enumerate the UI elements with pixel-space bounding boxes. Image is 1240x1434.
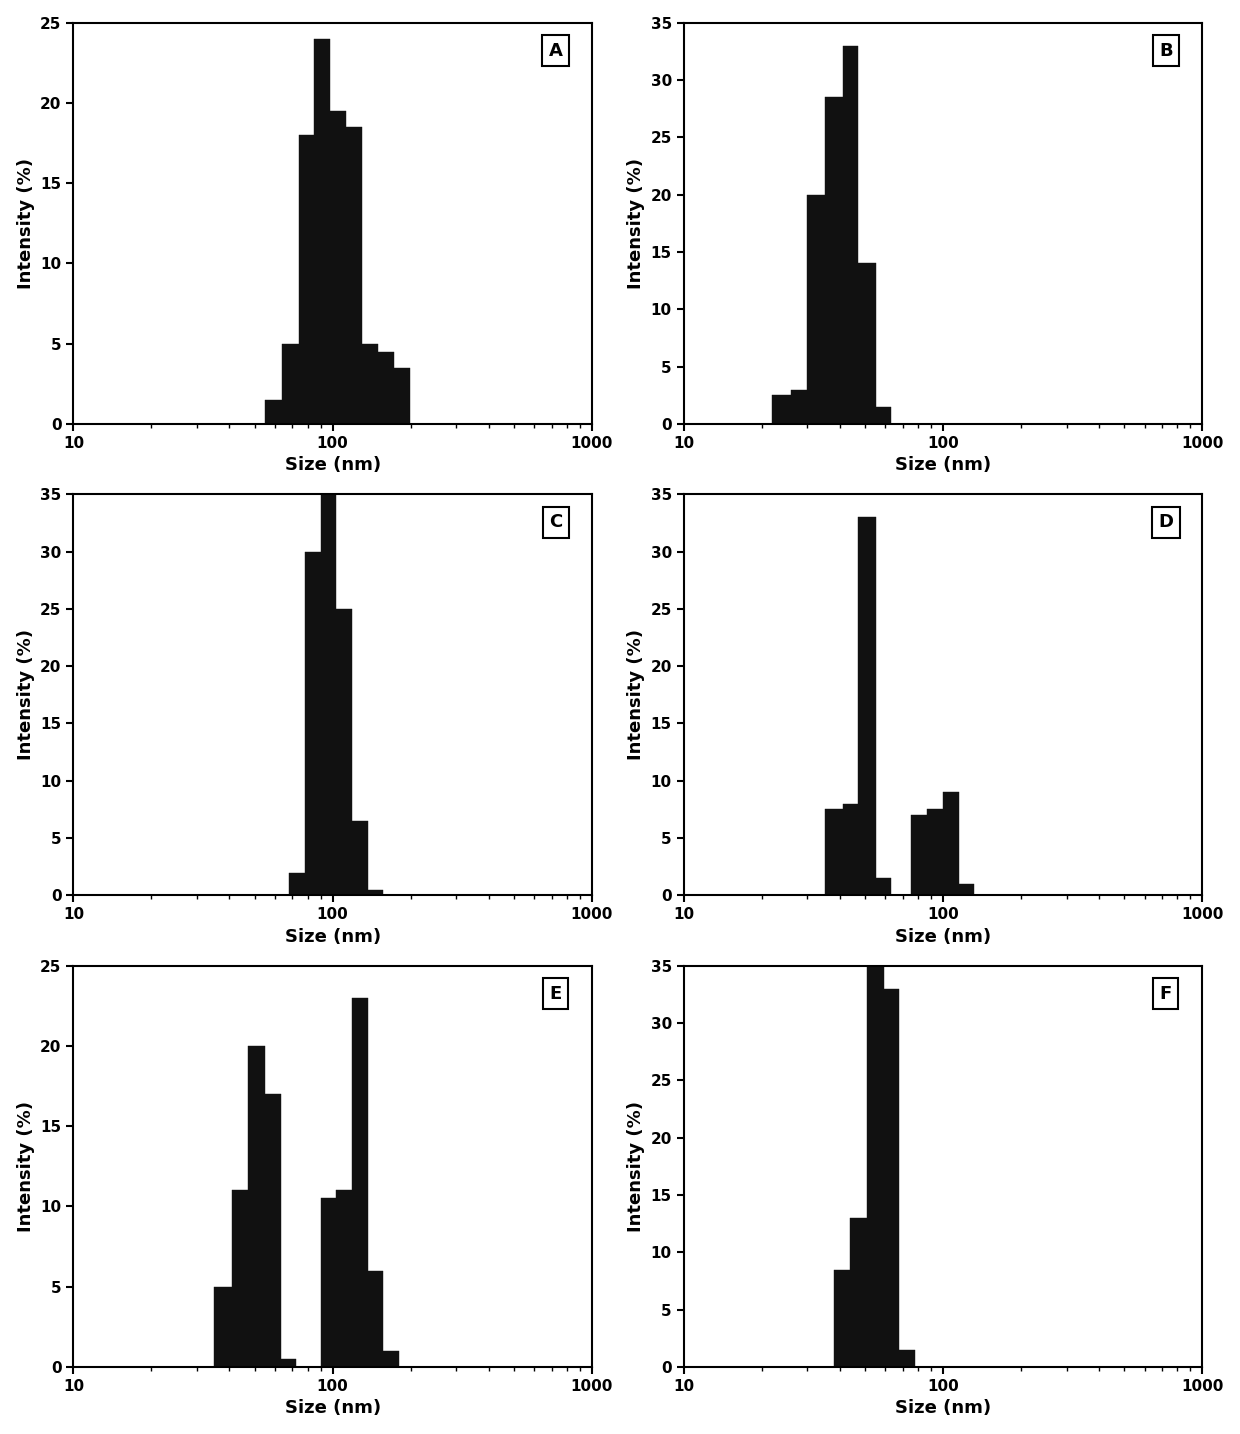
Bar — [807, 195, 825, 424]
Bar — [280, 1359, 295, 1367]
X-axis label: Size (nm): Size (nm) — [895, 1400, 991, 1417]
Bar — [383, 1351, 399, 1367]
Y-axis label: Intensity (%): Intensity (%) — [16, 1101, 35, 1232]
Bar — [352, 820, 368, 895]
Bar — [362, 344, 378, 424]
Bar — [283, 344, 299, 424]
Bar — [825, 98, 842, 424]
Bar — [928, 809, 942, 895]
Bar — [851, 1217, 867, 1367]
Bar — [336, 1190, 352, 1367]
Bar — [265, 400, 283, 424]
Bar — [232, 1190, 248, 1367]
Bar — [299, 135, 314, 424]
X-axis label: Size (nm): Size (nm) — [284, 456, 381, 475]
Y-axis label: Intensity (%): Intensity (%) — [16, 158, 35, 288]
Bar — [265, 1094, 280, 1367]
Bar — [314, 39, 330, 424]
Text: D: D — [1158, 513, 1173, 531]
Bar — [368, 1271, 383, 1367]
Bar — [321, 1199, 336, 1367]
Text: A: A — [548, 42, 563, 60]
Bar — [842, 46, 858, 424]
Bar — [842, 803, 858, 895]
Y-axis label: Intensity (%): Intensity (%) — [16, 630, 35, 760]
Bar — [899, 1349, 915, 1367]
Bar — [393, 367, 409, 424]
Bar — [858, 264, 875, 424]
Text: C: C — [549, 513, 562, 531]
X-axis label: Size (nm): Size (nm) — [284, 928, 381, 946]
Bar — [942, 792, 959, 895]
Bar — [352, 998, 368, 1367]
Text: E: E — [549, 985, 562, 1002]
Y-axis label: Intensity (%): Intensity (%) — [627, 158, 645, 288]
Bar — [835, 1269, 851, 1367]
Bar — [248, 1045, 265, 1367]
Bar — [305, 552, 321, 895]
Bar — [825, 809, 842, 895]
Bar — [215, 1286, 232, 1367]
Bar — [875, 878, 890, 895]
Bar — [330, 110, 346, 424]
Bar — [791, 390, 807, 424]
Bar — [346, 128, 362, 424]
X-axis label: Size (nm): Size (nm) — [895, 456, 991, 475]
Bar — [773, 396, 791, 424]
Text: B: B — [1159, 42, 1173, 60]
Bar — [910, 815, 928, 895]
X-axis label: Size (nm): Size (nm) — [284, 1400, 381, 1417]
Bar — [884, 988, 899, 1367]
Bar — [321, 495, 336, 895]
Bar — [289, 872, 305, 895]
Y-axis label: Intensity (%): Intensity (%) — [627, 1101, 645, 1232]
Y-axis label: Intensity (%): Intensity (%) — [627, 630, 645, 760]
Bar — [336, 609, 352, 895]
Bar — [368, 889, 383, 895]
Text: F: F — [1159, 985, 1172, 1002]
Bar — [959, 883, 975, 895]
Bar — [867, 965, 884, 1367]
Bar — [378, 351, 393, 424]
Bar — [875, 407, 890, 424]
Bar — [858, 518, 875, 895]
X-axis label: Size (nm): Size (nm) — [895, 928, 991, 946]
